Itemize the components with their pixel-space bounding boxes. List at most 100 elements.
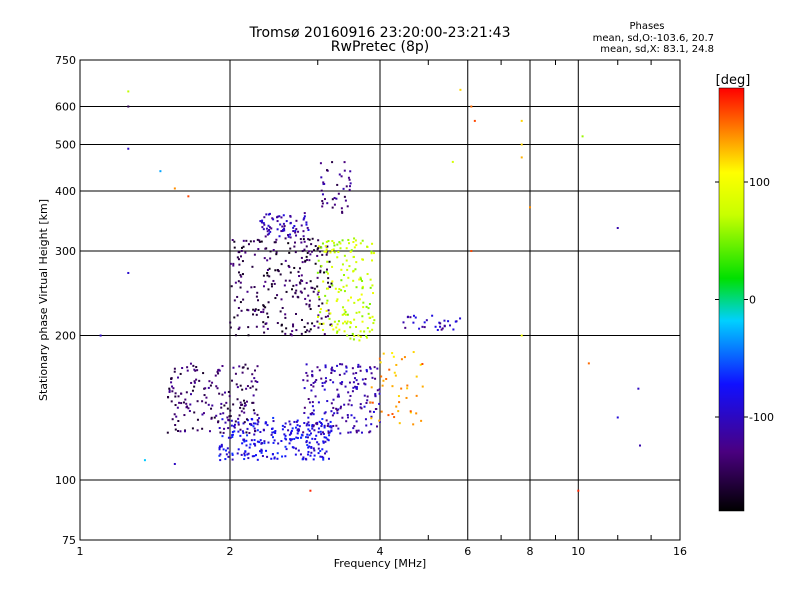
data-point <box>283 225 286 228</box>
data-point <box>282 228 285 231</box>
data-point <box>303 411 306 414</box>
chart-title: Tromsø 20160916 23:20:00-23:21:43 <box>249 25 511 41</box>
data-point <box>321 253 324 256</box>
data-point <box>198 379 201 382</box>
data-point <box>363 382 366 385</box>
data-point <box>345 420 348 423</box>
data-point <box>335 331 338 334</box>
data-point <box>305 371 308 374</box>
data-point <box>370 417 373 420</box>
data-point <box>280 323 283 326</box>
data-point <box>353 301 356 304</box>
data-point <box>176 406 179 409</box>
data-point <box>276 220 279 223</box>
data-point <box>323 198 326 201</box>
data-point <box>325 240 328 243</box>
data-point <box>355 261 358 264</box>
data-point <box>281 455 284 458</box>
data-point <box>287 235 290 238</box>
data-point <box>310 250 313 253</box>
data-point <box>308 299 311 302</box>
data-point <box>284 313 287 316</box>
data-point <box>371 284 374 287</box>
data-point <box>256 365 259 368</box>
data-point <box>303 212 306 215</box>
data-point <box>355 379 358 382</box>
data-point <box>338 288 341 291</box>
data-point <box>238 414 241 417</box>
data-point <box>303 422 306 425</box>
data-point <box>262 274 265 277</box>
data-point <box>302 238 305 241</box>
data-point <box>247 326 250 329</box>
data-point <box>290 431 293 434</box>
data-point <box>400 358 403 361</box>
data-point <box>295 219 298 222</box>
data-point <box>173 367 176 370</box>
data-point <box>256 458 259 461</box>
data-point <box>343 312 346 315</box>
data-point <box>242 366 245 369</box>
data-point <box>352 241 355 244</box>
data-point <box>317 401 320 404</box>
data-point <box>326 424 329 427</box>
data-point <box>348 381 351 384</box>
data-point <box>221 418 224 421</box>
data-point <box>320 433 323 436</box>
data-point <box>240 275 243 278</box>
data-point <box>232 403 235 406</box>
data-point <box>387 414 390 417</box>
data-point <box>311 322 314 325</box>
data-point <box>405 396 408 399</box>
y-tick-label: 400 <box>55 185 76 198</box>
data-point <box>221 393 224 396</box>
data-point <box>127 105 130 108</box>
data-point <box>341 239 344 242</box>
data-point <box>218 369 221 372</box>
data-point <box>256 413 259 416</box>
data-point <box>371 315 374 318</box>
data-point <box>226 416 229 419</box>
data-point <box>244 251 247 254</box>
data-point <box>239 428 242 431</box>
data-point <box>370 415 373 418</box>
data-point <box>248 446 251 449</box>
data-point <box>353 246 356 249</box>
data-point <box>238 251 241 254</box>
data-point <box>327 287 330 290</box>
data-point <box>207 386 210 389</box>
data-point <box>403 356 406 359</box>
data-point <box>317 443 320 446</box>
data-point <box>168 390 171 393</box>
data-point <box>239 301 242 304</box>
data-point <box>245 418 248 421</box>
data-point <box>343 254 346 257</box>
data-point <box>436 328 439 331</box>
data-point <box>637 387 640 390</box>
data-point <box>246 385 249 388</box>
data-point <box>191 389 194 392</box>
data-point <box>231 453 234 456</box>
data-point <box>305 223 308 226</box>
data-point <box>233 316 236 319</box>
data-point <box>171 385 174 388</box>
data-point <box>193 380 196 383</box>
data-point <box>348 185 351 188</box>
data-point <box>305 221 308 224</box>
data-point <box>305 255 308 258</box>
data-point <box>242 298 245 301</box>
data-point <box>193 411 196 414</box>
data-point <box>304 297 307 300</box>
data-point <box>313 449 316 452</box>
data-point <box>318 245 321 248</box>
data-point <box>330 402 333 405</box>
data-point <box>397 410 400 413</box>
data-point <box>192 364 195 367</box>
data-point <box>267 316 270 319</box>
data-point <box>296 419 299 422</box>
data-point <box>301 261 304 264</box>
data-point <box>173 413 176 416</box>
data-point <box>361 320 364 323</box>
data-point <box>250 439 253 442</box>
data-point <box>297 449 300 452</box>
